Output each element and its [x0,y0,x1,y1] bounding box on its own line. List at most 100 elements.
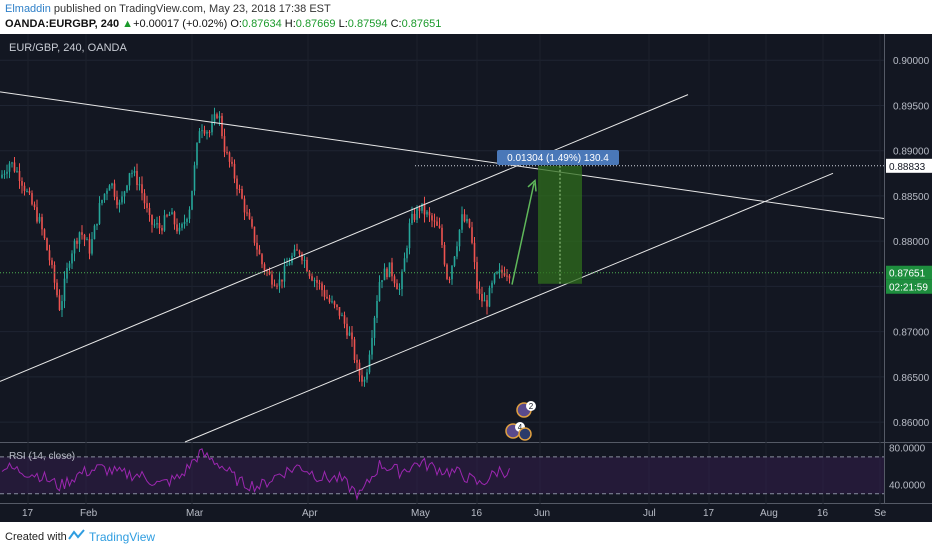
change-arrow-icon: ▲ [122,18,134,30]
candle-body [493,273,496,283]
candle-body [16,170,18,172]
candle-body [361,375,363,382]
candle-body [131,172,133,174]
candle-body [151,214,153,225]
candle-body [488,287,491,307]
close-label: C: [390,18,402,30]
tradingview-brand[interactable]: TradingView [89,530,156,544]
countdown-badge-bg [886,279,932,294]
candle-body [408,223,411,249]
chart-legend: EUR/GBP, 240, OANDA [9,42,127,54]
chart-header: Elmaddin published on TradingView.com, M… [0,0,932,34]
candle-body [436,221,438,226]
candle-body [246,212,248,214]
measure-label: 0.01304 (1.49%) 130.4 [507,153,609,164]
candle-body [98,203,101,224]
candle-body [73,240,76,254]
candle-body [106,190,108,194]
candle-body [441,227,443,245]
candle-body [273,284,276,286]
candle-body [343,315,346,324]
candle-body [123,191,126,197]
candle-body [471,227,473,243]
candle-body [238,188,241,190]
candle-body [476,262,478,289]
candle-body [368,354,371,373]
candle-body [241,189,243,199]
candle-body [256,242,258,250]
candle-body [96,223,98,226]
candle-body [421,203,423,211]
candles [1,107,511,387]
candle-body [11,162,13,164]
published-text: published on TradingView.com, May 23, 20… [53,3,331,15]
candle-body [413,213,416,220]
candle-body [451,265,453,280]
drawings[interactable]: 0.01304 (1.49%) 130.4 2 4 [0,91,885,443]
candle-body [296,249,298,251]
rsi-legend: RSI (14, close) [9,451,75,462]
candle-body [266,270,268,272]
candle-body [501,269,503,273]
candle-body [233,163,236,179]
grid [0,34,884,504]
candle-body [43,229,46,239]
candle-body [406,248,408,259]
candle-body [433,220,436,222]
candle-body [401,271,403,289]
candle-body [258,249,261,255]
candle-body [6,171,8,174]
price-tick-label: 0.86500 [893,373,930,384]
chart-area[interactable]: 0.01304 (1.49%) 130.4 2 4 0.90000 0.89500 0.… [0,34,932,522]
candle-body [158,223,161,229]
candle-body [181,223,183,228]
candle-body [208,131,211,133]
candle-body [121,196,123,203]
candle-body [453,256,456,266]
high-value: 0.87669 [295,18,336,30]
rsi-pane[interactable] [0,448,884,501]
candle-body [366,372,368,380]
candle-body [358,362,361,376]
candle-body [148,208,151,215]
projection-arrow-head [527,178,537,192]
candle-body [126,185,128,192]
tradingview-logo-icon [68,529,85,540]
time-tick-label: Feb [80,508,98,519]
candle-body [243,198,246,213]
measure-label-box [497,150,619,165]
candle-body [176,224,178,232]
candle-body [103,193,106,200]
candle-body [328,298,331,302]
candle-body [231,161,233,164]
candle-body [403,258,406,272]
candle-body [478,288,481,294]
price-chart[interactable]: 0.01304 (1.49%) 130.4 2 4 0.90000 0.89500 0.… [0,34,932,522]
candle-body [448,278,451,280]
candle-body [443,244,446,265]
candle-body [226,152,228,154]
candle-body [466,219,468,222]
candle-body [271,274,273,285]
candle-body [18,170,21,182]
candle-body [263,264,266,271]
candle-body [336,304,338,308]
candle-body [196,142,198,166]
candle-body [321,283,323,291]
publish-info: Elmaddin published on TradingView.com, M… [5,3,331,15]
candle-body [356,359,358,363]
candle-body [286,265,288,267]
open-label: O: [230,18,242,30]
candle-body [113,183,116,197]
candle-body [51,260,53,265]
candle-body [183,221,186,224]
author-link[interactable]: Elmaddin [5,3,51,15]
candle-body [371,337,373,355]
channel-lower-trendline [184,172,834,443]
candle-body [483,300,486,302]
time-tick-label: Apr [302,508,318,519]
candle-body [141,184,143,194]
candle-body [353,339,356,360]
candle-body [186,218,188,222]
time-tick-label: Jun [534,508,550,519]
